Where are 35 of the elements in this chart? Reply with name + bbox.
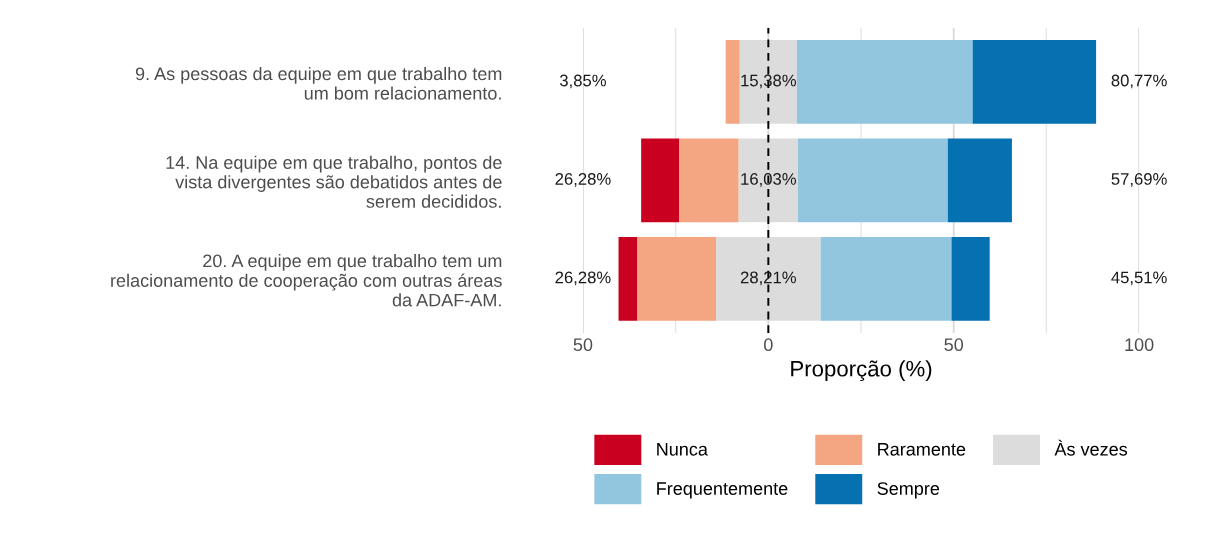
bar: [820, 236, 952, 321]
annotation: 15,38%: [741, 74, 796, 89]
bar: [679, 138, 739, 223]
x-tick-label: 0: [764, 338, 773, 352]
y-tick-label: 14. Na equipe em que trabalho, pontos de vista divergentes são debatidos antes de serem decididos.: [166, 155, 502, 208]
bar: [951, 236, 990, 321]
bar: [637, 236, 717, 321]
annotation: 16,03%: [741, 173, 796, 187]
bar: [798, 138, 948, 223]
bar: [972, 40, 1097, 124]
x-tick-label: 100: [1125, 338, 1154, 352]
x-tick-label: 50: [944, 338, 964, 352]
legend-label: Sempre: [877, 482, 940, 499]
legend-label: Nunca: [657, 443, 708, 456]
bar: [796, 40, 973, 124]
annotation: 57,69%: [1111, 173, 1167, 187]
bar: [738, 138, 798, 223]
x-axis-title: Proporção (%): [791, 360, 932, 382]
legend-label: Às vezes: [1054, 439, 1128, 456]
annotation: 80,77%: [1111, 74, 1167, 89]
legend-label: Frequentemente: [657, 482, 788, 499]
annotation: 3,85%: [559, 74, 606, 89]
bar: [739, 40, 797, 124]
y-tick-label: 9. As pessoas da equipe em que trabalho tem um bom relacionamento.: [135, 66, 502, 100]
bar: [947, 138, 1012, 223]
bar: [641, 138, 680, 223]
bar: [725, 40, 740, 124]
y-tick-label: 20. A equipe em que trabalho tem um relacionamento de cooperação com outras áreas da ADAF-AM.: [111, 253, 502, 307]
x-tick-label: 50: [573, 338, 593, 352]
annotation: 28,21%: [740, 271, 796, 286]
annotation: 26,28%: [555, 271, 611, 286]
bar: [618, 236, 638, 321]
annotation: 26,28%: [555, 173, 611, 187]
annotation: 45,51%: [1111, 271, 1167, 286]
legend-label: Raramente: [878, 443, 966, 456]
